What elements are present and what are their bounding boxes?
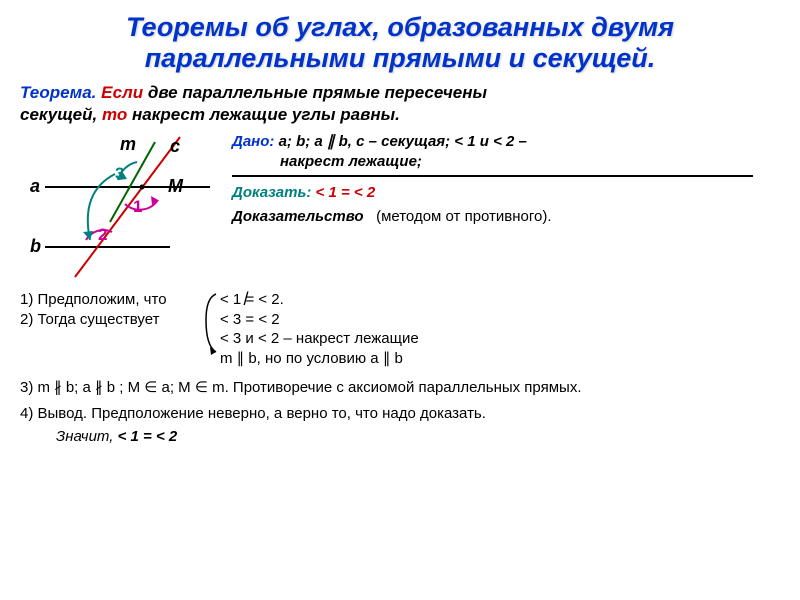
step2-left: 2) Тогда существует <box>20 310 220 330</box>
s1-post: < 2. <box>254 291 284 308</box>
proof-label: Доказательство <box>232 208 364 225</box>
title-line2: параллельными прямыми и секущей. <box>145 43 656 73</box>
step3: 3) m ∦ b; a ∦ b ; M ∈ a; M ∈ m. Противор… <box>20 378 780 398</box>
theorem-statement: Теорема. Если две параллельные прямые пе… <box>20 82 780 126</box>
s1-pre: < 1 <box>220 291 245 308</box>
given-t1b: b, c – секущая; < 1 и < 2 – <box>339 133 527 150</box>
given-line2: накрест лежащие; <box>232 152 780 172</box>
step2: 2) Тогда существует < 3 = < 2 <box>20 310 780 330</box>
svg-text:c: c <box>170 136 180 156</box>
l4b: b, но по условию a <box>248 350 378 367</box>
step1-right: < 1 =/ < 2. <box>220 290 284 310</box>
divider <box>232 175 753 177</box>
svg-text:1: 1 <box>133 197 142 216</box>
svg-text:a: a <box>30 176 40 196</box>
s3d: a; M <box>161 379 190 396</box>
svg-text:2: 2 <box>98 225 107 244</box>
proof-line: Доказательство (методом от противного). <box>232 207 780 227</box>
theorem-body2b: накрест лежащие углы равны. <box>132 105 400 124</box>
l4-par2: ∥ <box>383 350 391 367</box>
theorem-if: Если <box>101 83 143 102</box>
theorem-then: то <box>102 105 127 124</box>
title-line1: Теоремы об углах, образованных двумя <box>126 12 674 42</box>
final-line: Значит, < 1 = < 2 <box>20 427 780 447</box>
svg-text:m: m <box>120 134 136 154</box>
s3-npar2: ∦ <box>95 379 103 396</box>
s1-neq: =/ <box>245 291 254 308</box>
s3-npar1: ∦ <box>54 379 62 396</box>
main-title: Теоремы об углах, образованных двумя пар… <box>20 12 780 74</box>
diagram: a b c m M 1 2 3 <box>20 132 220 282</box>
step2-right: < 3 = < 2 <box>220 310 280 330</box>
svg-text:3: 3 <box>115 164 124 183</box>
l4-par1: ∥ <box>237 350 245 367</box>
theorem-body1: две параллельные прямые пересечены <box>148 83 487 102</box>
l4c: b <box>395 350 403 367</box>
given-t1a: a; b; a <box>279 133 323 150</box>
step1: 1) Предположим, что < 1 =/ < 2. <box>20 290 780 310</box>
s3c: b ; M <box>107 379 140 396</box>
given-label: Дано: <box>232 133 274 150</box>
step4: 4) Вывод. Предположение неверно, а верно… <box>20 404 780 424</box>
bracket-arrow-icon <box>202 290 220 360</box>
l4a: m <box>220 350 233 367</box>
proof-steps: 1) Предположим, что < 1 =/ < 2. 2) Тогда… <box>20 290 780 447</box>
line4: m ∥ b, но по условию a ∥ b <box>20 349 780 369</box>
proof-method: (методом от противного). <box>376 208 551 225</box>
prove-label: Доказать: <box>232 184 311 201</box>
given-prove-block: Дано: a; b; a ∥ b, c – секущая; < 1 и < … <box>232 132 780 282</box>
theorem-label: Теорема. <box>20 83 96 102</box>
step1-left: 1) Предположим, что <box>20 290 220 310</box>
parallel-sym: ∥ <box>327 133 335 150</box>
svg-text:b: b <box>30 236 41 256</box>
svg-text:M: M <box>168 176 184 196</box>
s3-el1: ∈ <box>144 379 157 396</box>
s3a: 3) m <box>20 379 50 396</box>
final-pre: Значит, <box>56 428 118 445</box>
s3e: m. Противоречие с аксиомой параллельных … <box>212 379 581 396</box>
prove-value: < 1 = < 2 <box>316 184 376 201</box>
given-t2: накрест лежащие; <box>280 153 422 170</box>
final-val: < 1 = < 2 <box>118 428 178 445</box>
line3: < 3 и < 2 – накрест лежащие <box>20 329 780 349</box>
mid-section: a b c m M 1 2 3 Дано: a; b; a ∥ b, c – с… <box>20 132 780 282</box>
theorem-body2a: секущей, <box>20 105 97 124</box>
prove-line: Доказать: < 1 = < 2 <box>232 183 780 203</box>
given-line1: Дано: a; b; a ∥ b, c – секущая; < 1 и < … <box>232 132 780 152</box>
s3-el2: ∈ <box>195 379 208 396</box>
s3b: b; a <box>66 379 91 396</box>
